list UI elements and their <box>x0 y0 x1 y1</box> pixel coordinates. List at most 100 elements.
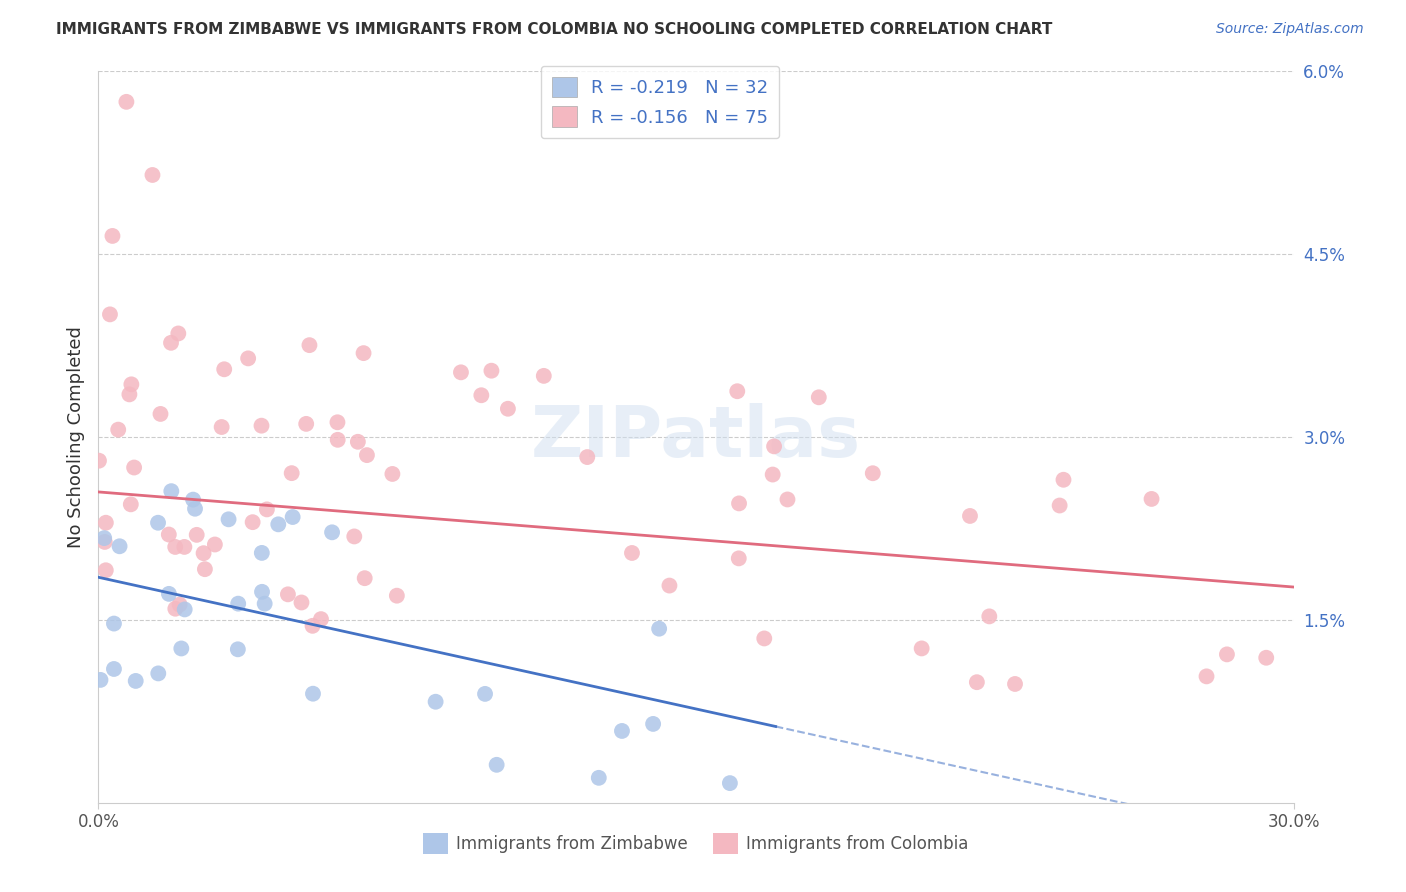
Point <box>250 584 273 599</box>
Point <box>343 529 366 543</box>
Point <box>194 562 217 576</box>
Point <box>658 578 681 592</box>
Point <box>149 407 172 421</box>
Point <box>1256 650 1278 665</box>
Point <box>120 497 142 511</box>
Point <box>588 771 610 785</box>
Point <box>98 307 121 321</box>
Point <box>385 589 408 603</box>
Point <box>718 776 741 790</box>
Point <box>356 448 378 462</box>
Point <box>1216 648 1239 662</box>
Point <box>186 528 208 542</box>
Point <box>167 326 190 341</box>
Point <box>165 540 187 554</box>
Point <box>281 510 304 524</box>
Point <box>302 687 325 701</box>
Point <box>727 551 749 566</box>
Point <box>211 420 233 434</box>
Point <box>533 368 555 383</box>
Point <box>725 384 748 399</box>
Point <box>157 527 180 541</box>
Point <box>89 673 111 687</box>
Point <box>118 387 141 401</box>
Point <box>148 666 170 681</box>
Point <box>425 695 447 709</box>
Point <box>481 364 503 378</box>
Point <box>620 546 643 560</box>
Point <box>728 496 751 510</box>
Point <box>298 338 321 352</box>
Point <box>309 612 332 626</box>
Point <box>280 466 302 480</box>
Point <box>979 609 1001 624</box>
Point <box>242 515 264 529</box>
Text: IMMIGRANTS FROM ZIMBABWE VS IMMIGRANTS FROM COLOMBIA NO SCHOOLING COMPLETED CORR: IMMIGRANTS FROM ZIMBABWE VS IMMIGRANTS F… <box>56 22 1053 37</box>
Text: Source: ZipAtlas.com: Source: ZipAtlas.com <box>1216 22 1364 37</box>
Point <box>108 539 131 553</box>
Point <box>474 687 496 701</box>
Point <box>776 492 799 507</box>
Point <box>353 346 375 360</box>
Point <box>125 673 148 688</box>
Point <box>862 467 884 481</box>
Point <box>256 502 278 516</box>
Point <box>226 642 249 657</box>
Point <box>181 492 204 507</box>
Point <box>107 423 129 437</box>
Point <box>301 619 323 633</box>
Point <box>959 508 981 523</box>
Point <box>966 675 988 690</box>
Point <box>496 401 519 416</box>
Point <box>1140 491 1163 506</box>
Point <box>911 641 934 656</box>
Point <box>762 467 785 482</box>
Point <box>120 377 142 392</box>
Point <box>648 622 671 636</box>
Point <box>146 516 169 530</box>
Point <box>267 517 290 532</box>
Point <box>173 540 195 554</box>
Point <box>94 516 117 530</box>
Point <box>115 95 138 109</box>
Point <box>184 501 207 516</box>
Point <box>610 723 633 738</box>
Point <box>1049 499 1071 513</box>
Point <box>1195 669 1218 683</box>
Point <box>165 601 187 615</box>
Point <box>101 228 124 243</box>
Point <box>103 616 125 631</box>
Point <box>204 537 226 551</box>
Point <box>807 390 830 404</box>
Point <box>277 587 299 601</box>
Point <box>763 439 786 453</box>
Point <box>173 602 195 616</box>
Point <box>347 434 370 449</box>
Y-axis label: No Schooling Completed: No Schooling Completed <box>66 326 84 548</box>
Point <box>160 335 183 350</box>
Point <box>290 595 312 609</box>
Point <box>250 418 273 433</box>
Point <box>170 641 193 656</box>
Point <box>253 597 276 611</box>
Point <box>295 417 318 431</box>
Point <box>122 460 145 475</box>
Point <box>160 484 183 499</box>
Point <box>643 717 665 731</box>
Point <box>169 598 191 612</box>
Point <box>470 388 492 402</box>
Point <box>93 531 115 545</box>
Point <box>353 571 375 585</box>
Legend: Immigrants from Zimbabwe, Immigrants from Colombia: Immigrants from Zimbabwe, Immigrants fro… <box>416 827 976 860</box>
Point <box>326 433 349 447</box>
Point <box>754 632 776 646</box>
Point <box>321 525 343 540</box>
Text: ZIPatlas: ZIPatlas <box>531 402 860 472</box>
Point <box>94 563 117 577</box>
Point <box>326 415 349 429</box>
Point <box>94 535 117 549</box>
Point <box>236 351 259 366</box>
Point <box>1052 473 1074 487</box>
Point <box>87 453 110 467</box>
Point <box>141 168 163 182</box>
